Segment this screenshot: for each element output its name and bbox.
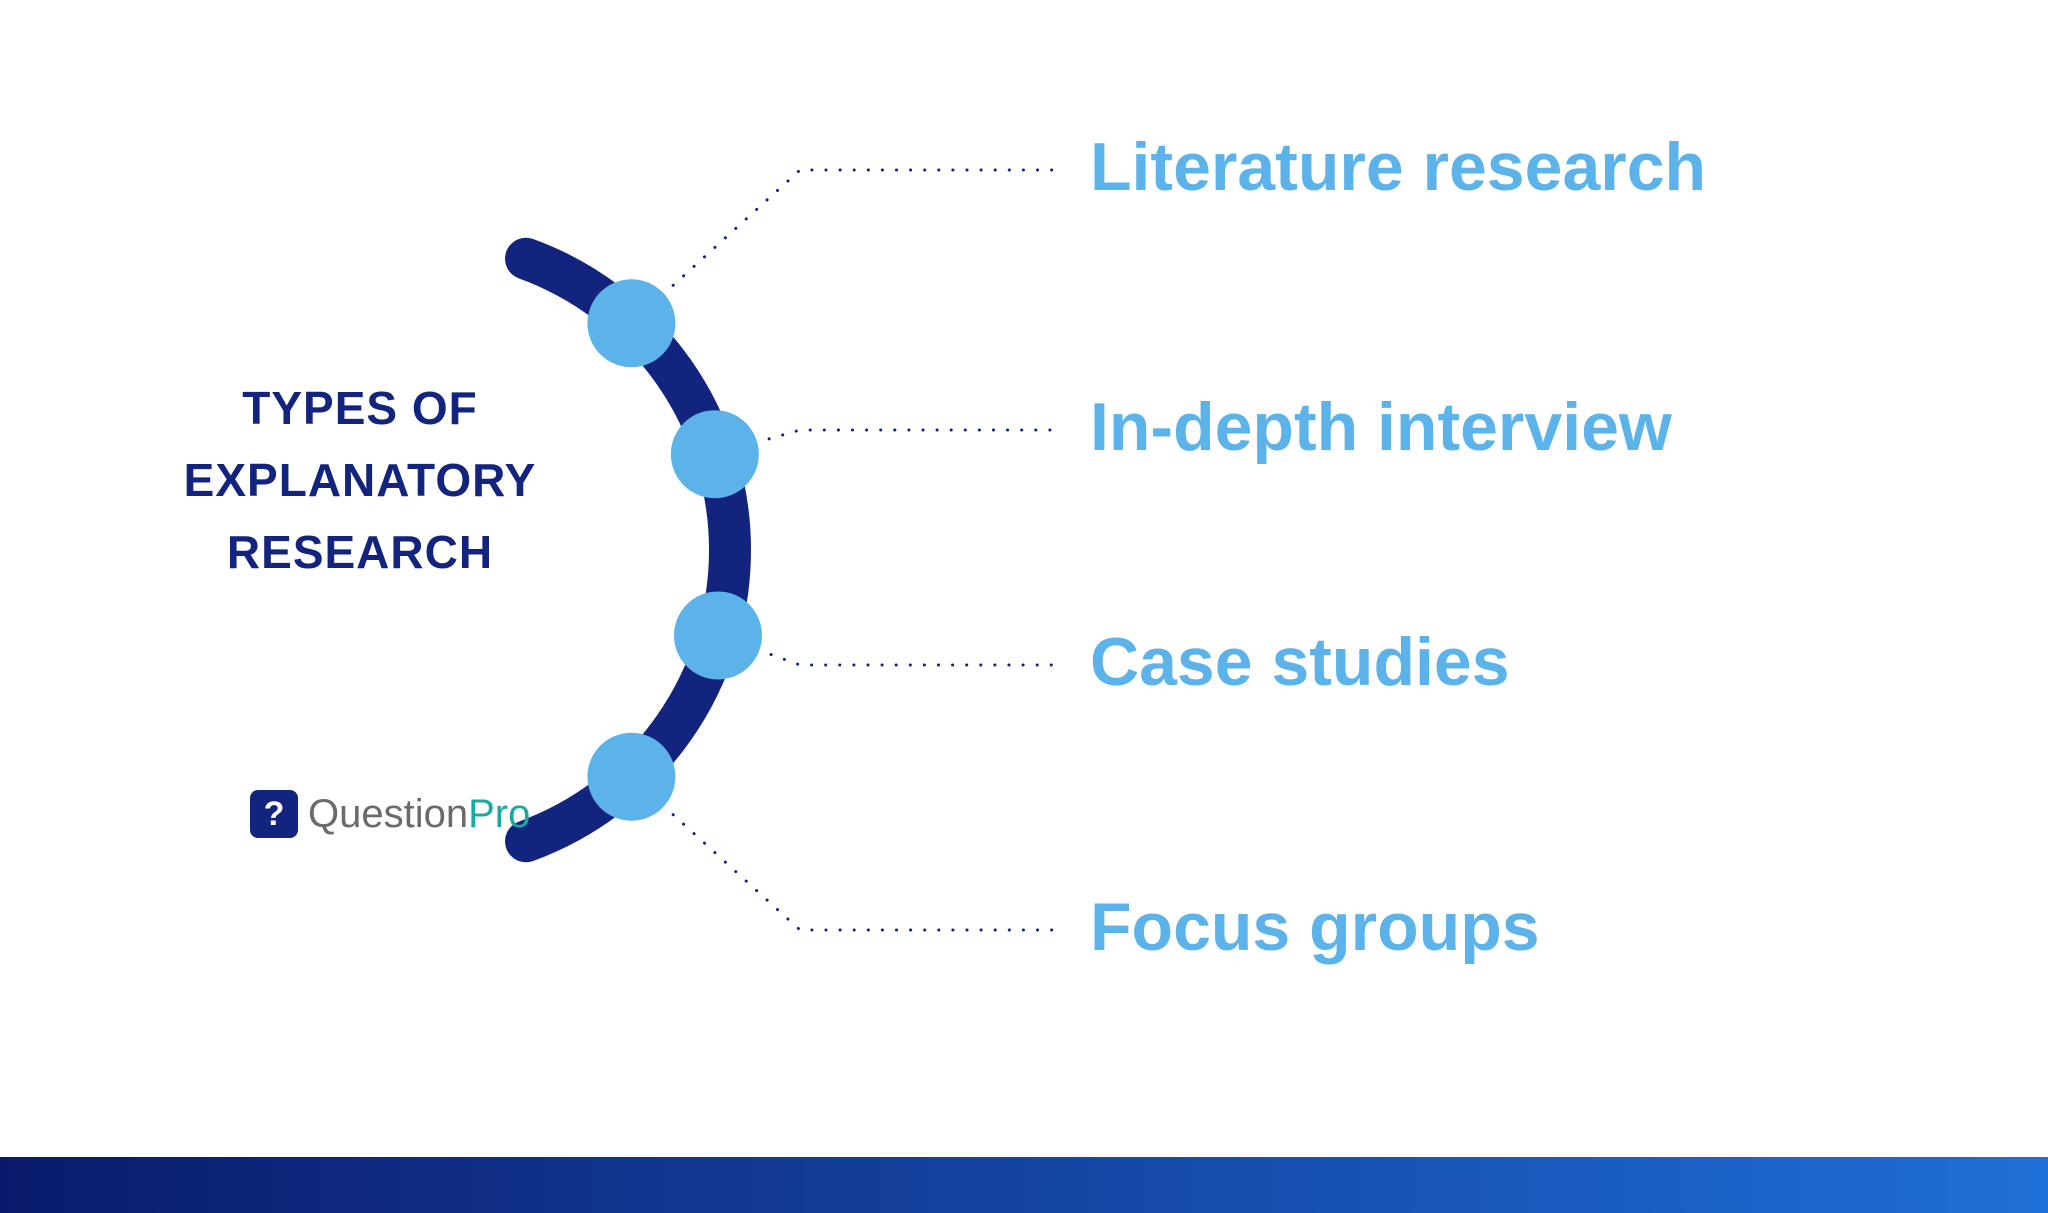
logo-text-part1: Question [308,792,468,836]
title-line-1: TYPES OF [160,372,560,444]
diagram-svg [0,0,2048,1213]
question-mark-icon: ? [264,795,285,834]
connector-line [715,430,1060,454]
arc-node-circle [671,410,759,498]
diagram-title: TYPES OF EXPLANATORY RESEARCH [160,372,560,588]
research-type-label: In-depth interview [1090,388,1672,466]
connector-line [631,170,1060,323]
title-line-2: EXPLANATORY [160,444,560,516]
connector-line [631,777,1060,930]
arc-node-circle [674,591,762,679]
arc-node-circle [587,279,675,367]
research-type-label: Focus groups [1090,888,1540,966]
research-type-label: Literature research [1090,128,1706,206]
footer-bar [0,1157,2048,1213]
logo-text-part2: Pro [468,792,530,836]
connector-line [718,635,1060,665]
diagram-canvas: TYPES OF EXPLANATORY RESEARCH Literature… [0,0,2048,1213]
research-type-label: Case studies [1090,623,1510,701]
logo-badge: ? [250,790,298,838]
arc-node-circle [587,733,675,821]
logo-text: QuestionPro [308,792,530,837]
brand-logo: ? QuestionPro [250,790,530,838]
title-line-3: RESEARCH [160,516,560,588]
